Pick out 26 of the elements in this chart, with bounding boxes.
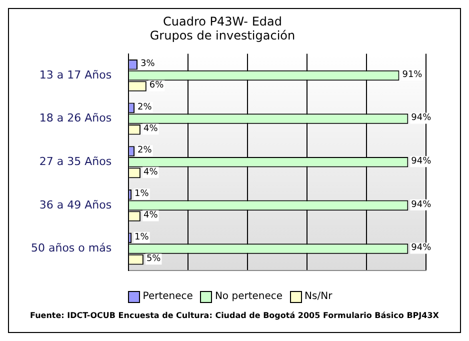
data-label: 2% [138,146,152,156]
data-label: 94% [411,200,432,210]
legend-label: Pertenece [142,291,193,302]
data-label: 2% [138,102,152,112]
y-tick-label: 27 a 35 Años [39,154,112,168]
data-label: 94% [411,113,432,124]
data-label: 94% [411,243,432,254]
data-label: 4% [143,210,158,221]
data-label: 1% [134,232,150,242]
source-note: Fuente: IDCT-OCUB Encuesta de Cultura: Ciudad de Bogotá 2005 Formulario Básico BPJ43X [29,311,440,320]
data-label: 94% [411,156,432,166]
data-label: 6% [149,80,164,91]
legend-label: Ns/Nr [304,291,332,302]
legend-label: No pertenece [214,291,283,302]
y-tick-label: 36 a 49 Años [39,198,112,212]
data-label: 91% [402,70,423,80]
chart-subtitle: Grupos de investigación [150,28,296,43]
data-label: 4% [143,167,158,178]
y-tick-label: 50 años o más [31,242,112,255]
data-label: 3% [140,58,156,69]
data-label: 1% [134,188,150,199]
data-label: 5% [146,254,162,264]
chart-title: Cuadro P43W- Edad [163,14,282,28]
y-tick-label: 18 a 26 Años [39,112,112,125]
data-label: 4% [143,124,158,134]
y-tick-label: 13 a 17 Años [39,68,112,82]
